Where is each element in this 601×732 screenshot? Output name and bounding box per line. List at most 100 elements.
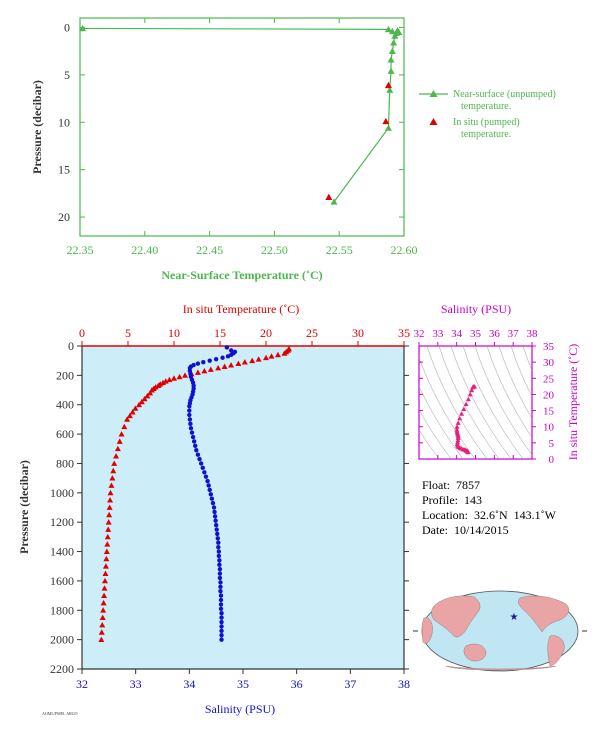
profile-chart-series [98, 345, 292, 643]
salinity-point [219, 619, 224, 625]
ts-point [461, 406, 467, 411]
pressure-tick-label: 2000 [50, 633, 74, 647]
salinity-point [224, 345, 230, 350]
salinity-point [209, 496, 215, 501]
temperature-point [104, 541, 111, 547]
temperature-point [263, 354, 269, 361]
salinity-point [191, 439, 197, 444]
legend-pumped-label: In situ (pumped) temperature. [453, 117, 520, 140]
top-chart-ylabel: Pressure (decibar) [30, 80, 44, 174]
salinity-point [195, 452, 201, 457]
ts-diagram-ticks: 32 33 34 35 36 37 38 0 5 10 15 20 25 30 35 [414, 328, 555, 466]
salinity-tick-label: 36 [291, 677, 303, 691]
salinity-point [219, 637, 224, 642]
salinity-point [207, 487, 212, 493]
temperature-tick-label: 25 [306, 326, 318, 340]
salinity-point [188, 421, 193, 427]
ts-diagram: 32 33 34 35 36 37 38 0 5 10 15 20 25 30 35 Salinity (P… [414, 302, 581, 466]
density-contour [419, 385, 464, 459]
pressure-tick-label: 1600 [50, 574, 74, 588]
salinity-point [219, 624, 224, 629]
density-contour [522, 346, 532, 372]
temperature-point [110, 467, 117, 474]
profile-label: Profile: [422, 493, 458, 507]
date-label: Date: [422, 523, 448, 537]
top-x-tick-label: 22.45 [196, 243, 223, 257]
temperature-point [201, 367, 208, 374]
temperature-point [249, 357, 256, 364]
ts-salinity-tick-label: 32 [414, 328, 425, 340]
salinity-point [216, 540, 221, 545]
float-label: Float: [422, 478, 451, 492]
salinity-point [217, 558, 222, 563]
salinity-tick-label: 37 [344, 677, 356, 691]
salinity-point [213, 522, 219, 528]
date-row: Date: 10/14/2015 [422, 523, 556, 538]
ts-point [454, 427, 460, 432]
temperature-point [106, 511, 113, 518]
salinity-point [194, 448, 199, 453]
map-land-antarctica [445, 665, 557, 671]
pressure-tick-label: 1000 [50, 486, 74, 500]
map-land-north-america [518, 595, 570, 633]
density-contour [426, 346, 488, 459]
float-value: 7857 [456, 478, 481, 492]
salinity-point [188, 426, 194, 431]
temperature-point [274, 351, 281, 358]
location-value: 32.6˚N 143.1˚W [473, 508, 556, 522]
pumped-temperature-point [384, 81, 392, 89]
salinity-point [187, 403, 192, 409]
pressure-tick-label: 200 [56, 368, 74, 382]
temperature-point [221, 363, 228, 369]
unpumped-temperature-point [390, 39, 398, 46]
ts-temperature-tick-label: 0 [549, 454, 555, 466]
ts-salinity-tick-label: 34 [451, 328, 463, 340]
temperature-point [255, 356, 262, 362]
salinity-point [202, 470, 207, 475]
temperature-point [268, 353, 275, 359]
salinity-point [220, 355, 225, 360]
temperature-point [113, 453, 120, 459]
salinity-point [216, 549, 222, 554]
salinity-point [219, 611, 224, 616]
density-contour [510, 346, 532, 398]
ts-point [455, 437, 461, 443]
salinity-point [218, 597, 224, 603]
unpumped-temperature-point [387, 67, 395, 74]
top-x-tick-label: 22.60 [391, 243, 418, 257]
salinity-point [207, 358, 212, 363]
unpumped-temperature-point [395, 28, 403, 36]
temperature-point [215, 365, 222, 371]
top-x-tick-label: 22.50 [261, 243, 288, 257]
temperature-point [105, 526, 112, 532]
temperature-point [109, 475, 116, 481]
world-map: ★ [413, 590, 587, 672]
unpumped-temperature-point [391, 32, 399, 39]
salinity-tick-label: 35 [237, 677, 249, 691]
salinity-point [216, 544, 221, 550]
float-row: Float: 7857 [422, 478, 556, 493]
temperature-point [102, 570, 109, 576]
salinity-point [201, 359, 206, 365]
ts-point [465, 449, 471, 455]
density-contour [438, 346, 500, 459]
temperature-point [129, 409, 136, 415]
temperature-point [147, 389, 154, 396]
map-land-australia [463, 643, 487, 662]
salinity-point [198, 461, 204, 466]
salinity-point [187, 408, 192, 413]
density-contour [419, 429, 440, 459]
profile-value: 143 [464, 493, 482, 507]
temperature-point [118, 431, 125, 437]
pressure-tick-label: 1200 [50, 515, 74, 529]
location-row: Location: 32.6˚N 143.1˚W [422, 508, 556, 523]
temperature-point [99, 621, 106, 628]
salinity-point [217, 562, 222, 567]
unpumped-temperature-point [386, 86, 394, 93]
ts-point [469, 387, 475, 393]
salinity-point [218, 602, 224, 607]
date-value: 10/14/2015 [454, 523, 509, 537]
map-land-asia [431, 595, 481, 638]
temperature-point [121, 423, 128, 430]
density-contour [450, 346, 512, 459]
